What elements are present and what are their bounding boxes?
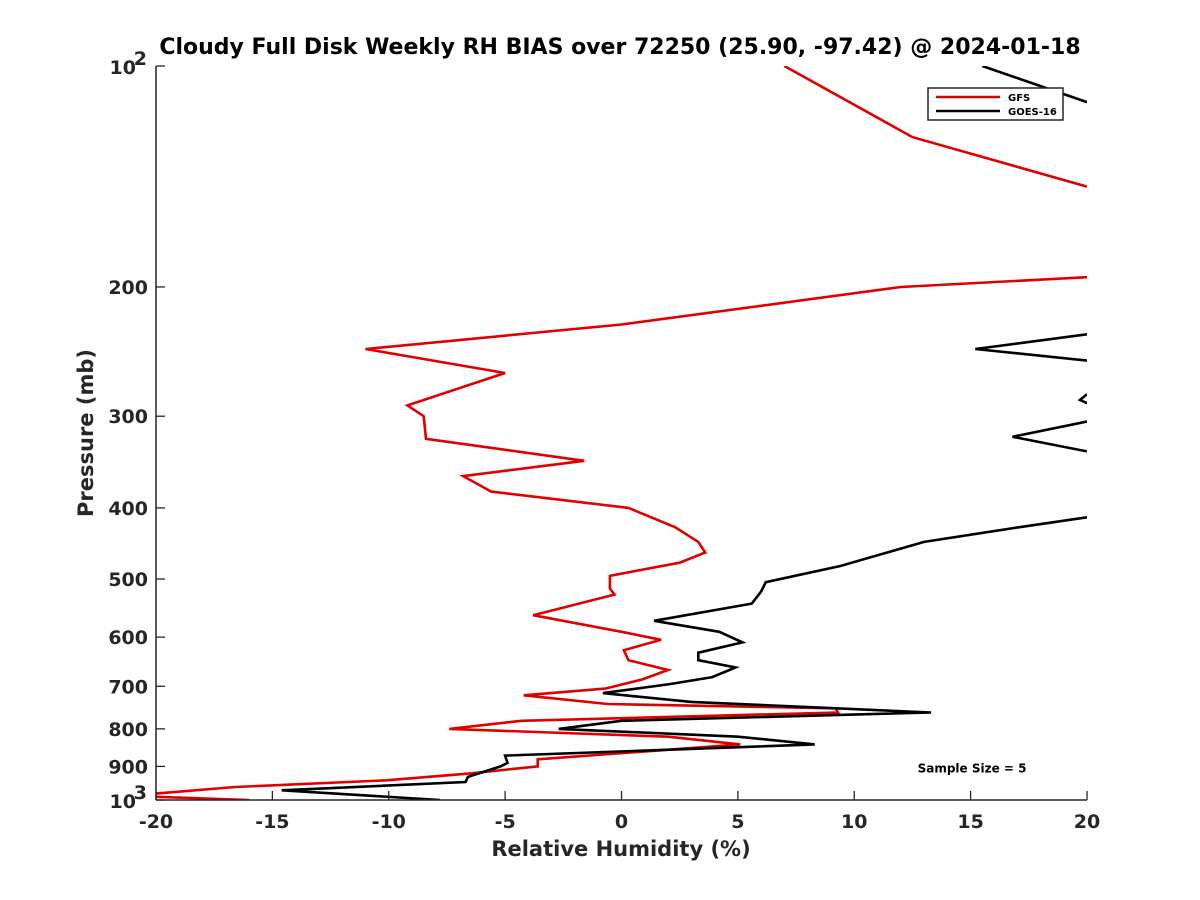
y-tick-exponent: 3 bbox=[134, 782, 147, 804]
legend: GFS GOES-16 bbox=[928, 88, 1063, 120]
x-tick-label: -20 bbox=[139, 811, 173, 833]
legend-label-gfs: GFS bbox=[1008, 93, 1030, 104]
legend-label-goes-16: GOES-16 bbox=[1008, 107, 1057, 118]
x-tick-label: 0 bbox=[615, 811, 628, 833]
y-tick-label: 700 bbox=[108, 676, 148, 698]
y-axis-label: Pressure (mb) bbox=[74, 349, 98, 517]
y-tick-label: 200 bbox=[108, 277, 148, 299]
y-tick-label: 10 bbox=[110, 57, 136, 79]
x-tick-label: 15 bbox=[957, 811, 983, 833]
y-tick-label: 10 bbox=[110, 791, 136, 813]
x-tick-label: -15 bbox=[255, 811, 289, 833]
x-tick-label: 10 bbox=[841, 811, 867, 833]
y-tick-label: 800 bbox=[108, 719, 148, 741]
x-tick-label: -5 bbox=[495, 811, 516, 833]
annotation-sample-size: Sample Size = 5 bbox=[918, 761, 1027, 775]
x-tick-label: -10 bbox=[372, 811, 406, 833]
rh-bias-chart: Cloudy Full Disk Weekly RH BIAS over 722… bbox=[0, 0, 1200, 900]
y-tick-exponent: 2 bbox=[134, 48, 147, 70]
y-tick-label: 600 bbox=[108, 627, 148, 649]
chart-title: Cloudy Full Disk Weekly RH BIAS over 722… bbox=[159, 35, 1080, 60]
x-axis-label: Relative Humidity (%) bbox=[491, 837, 750, 861]
annotations: Sample Size = 5 bbox=[918, 761, 1027, 775]
y-tick-label: 500 bbox=[108, 569, 148, 591]
y-tick-label: 900 bbox=[108, 756, 148, 778]
x-tick-label: 5 bbox=[731, 811, 744, 833]
y-tick-label: 400 bbox=[108, 498, 148, 520]
x-tick-label: 20 bbox=[1074, 811, 1100, 833]
y-tick-label: 300 bbox=[108, 406, 148, 428]
